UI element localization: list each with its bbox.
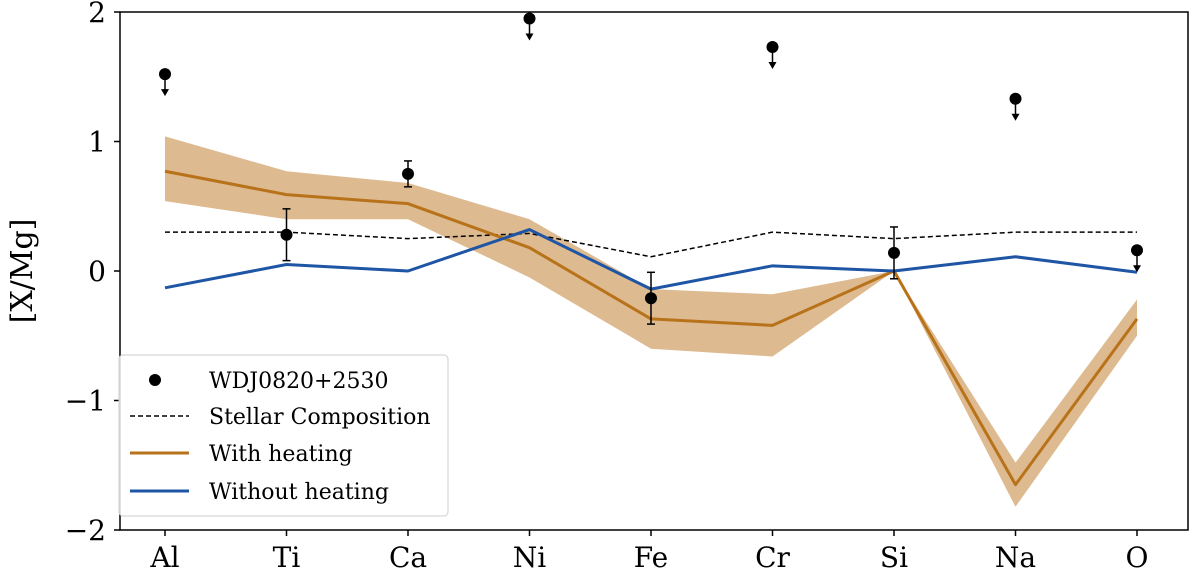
legend-label-with-heating: With heating: [209, 442, 353, 467]
upper-limit-arrowhead-al: [161, 89, 169, 97]
data-point-ni: [523, 12, 536, 25]
data-point-cr: [766, 40, 779, 53]
y-tick-label: −2: [65, 514, 106, 547]
upper-limit-arrowhead-o: [1133, 265, 1141, 273]
x-tick-label-o: O: [1126, 541, 1149, 574]
data-point-na: [1009, 92, 1022, 105]
x-tick-label-ni: Ni: [513, 541, 547, 574]
x-tick-label-cr: Cr: [755, 541, 790, 574]
upper-limit-arrowhead-cr: [768, 61, 777, 69]
data-point-al: [159, 68, 171, 81]
x-tick-label-si: Si: [880, 541, 908, 574]
legend-frame: [118, 354, 449, 517]
y-tick-label: −1: [65, 385, 106, 418]
legend-label-observations: WDJ0820+2530: [209, 369, 388, 394]
x-tick-label-fe: Fe: [634, 541, 668, 574]
legend: WDJ0820+2530 Stellar Composition With he…: [118, 354, 449, 517]
upper-limit-arrowhead-ni: [525, 33, 534, 41]
x-tick-label-na: Na: [995, 541, 1036, 574]
legend-label-without-heating: Without heating: [209, 480, 389, 505]
y-tick-label: 0: [88, 255, 106, 288]
y-axis-label: [X/Mg]: [5, 219, 40, 324]
legend-marker-observations: [149, 374, 161, 386]
x-tick-label-al: Al: [149, 541, 179, 574]
x-tick-label-ti: Ti: [273, 541, 301, 574]
data-point-ti: [280, 228, 293, 241]
y-tick-label: 1: [88, 126, 106, 159]
x-tick-label-ca: Ca: [389, 541, 427, 574]
legend-label-stellar: Stellar Composition: [209, 405, 431, 430]
point-layer: [159, 12, 1143, 325]
y-tick-label: 2: [88, 0, 106, 29]
upper-limit-arrowhead-na: [1011, 113, 1020, 121]
series-line-stellar-composition: [165, 231, 1137, 258]
axis-layer: Al Ti Ca Ni Fe Cr Si Na O 2 1 0 −1 −2: [65, 0, 1149, 574]
data-point-ca: [402, 167, 414, 180]
data-point-o: [1131, 244, 1143, 257]
data-point-si: [888, 246, 900, 259]
data-point-fe: [645, 292, 657, 305]
